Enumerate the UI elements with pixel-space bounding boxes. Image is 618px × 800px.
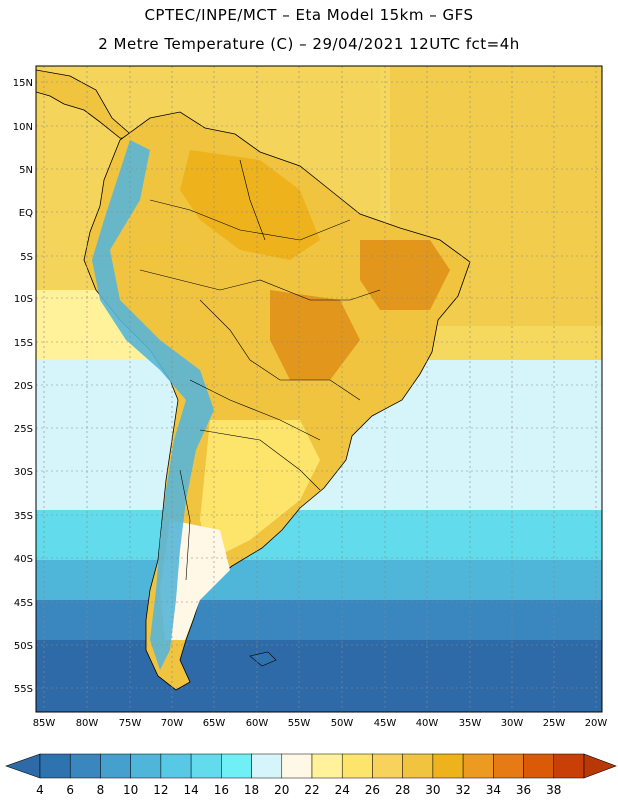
colorbar-label: 22: [304, 783, 319, 797]
colorbar-swatch: [462, 753, 494, 779]
lat-label: 5N: [19, 165, 33, 176]
colorbar-label: 6: [66, 783, 74, 797]
colorbar-label: 24: [335, 783, 350, 797]
lon-label: 85W: [33, 718, 56, 729]
lat-label: 40S: [14, 554, 33, 565]
lat-label: 5S: [20, 252, 33, 263]
colorbar-label: 20: [274, 783, 289, 797]
colorbar-swatch: [402, 753, 434, 779]
colorbar-swatch: [372, 753, 403, 779]
lat-label: 10S: [14, 294, 33, 305]
ocean-band-colder: [36, 600, 602, 640]
lat-label: 15S: [14, 338, 33, 349]
colorbar-swatch: [221, 753, 252, 779]
ocean-band-cool: [36, 510, 602, 560]
colorbar-high-arrow: [583, 753, 617, 779]
lat-label: 15N: [13, 78, 33, 89]
lon-label: 40W: [416, 718, 439, 729]
colorbar-labels: 4 6 8 10 12 14 16 18 20 22 24 26 28 30 32 34 36 38: [36, 783, 561, 797]
lon-label: 20W: [585, 718, 608, 729]
colorbar-swatch: [493, 753, 524, 779]
interior-hot-central: [270, 290, 360, 380]
colorbar-swatch: [160, 753, 192, 779]
lon-label: 25W: [543, 718, 566, 729]
lat-label: 35S: [14, 511, 33, 522]
map-subtitle: 2 Metre Temperature (C) – 29/04/2021 12U…: [98, 35, 520, 53]
south-cooler-plains: [200, 420, 320, 560]
colorbar-label: 30: [425, 783, 440, 797]
colorbar-swatch: [190, 753, 222, 779]
colorbar-swatch: [39, 753, 71, 779]
falkland-islands: [249, 651, 277, 667]
lon-label: 30W: [501, 718, 524, 729]
lat-label: EQ: [19, 208, 33, 219]
central-america: [36, 69, 140, 141]
colorbar-label: 4: [36, 783, 44, 797]
colorbar-swatch: [311, 753, 343, 779]
ocean-band-cold: [36, 560, 602, 600]
colorbar-label: 32: [455, 783, 470, 797]
lat-label: 45S: [14, 598, 33, 609]
map-title: CPTEC/INPE/MCT – Eta Model 15km – GFS: [144, 6, 474, 24]
map-frame: [35, 65, 603, 713]
colorbar-label: 34: [486, 783, 501, 797]
colorbar-swatch: [100, 753, 131, 779]
colorbar-label: 12: [153, 783, 168, 797]
colorbar-low-arrow: [5, 753, 41, 779]
colorbar-swatch: [432, 753, 464, 779]
latitude-axis: 15N 10N 5N EQ 5S 10S 15S 20S 25S 30S 35S…: [13, 78, 33, 695]
longitude-axis: 85W 80W 75W 70W 65W 60W 55W 50W 45W 40W …: [33, 718, 608, 729]
lon-label: 35W: [459, 718, 482, 729]
ocean-band-polar: [36, 640, 602, 712]
colorbar-label: 26: [365, 783, 380, 797]
lon-label: 50W: [331, 718, 354, 729]
colorbar-label: 16: [214, 783, 229, 797]
colorbar-swatch: [130, 753, 162, 779]
andes-cold-stripe: [92, 140, 214, 670]
colorbar-label: 38: [546, 783, 561, 797]
colorbar-swatch: [251, 753, 283, 779]
lon-label: 80W: [76, 718, 99, 729]
lon-label: 45W: [374, 718, 397, 729]
color-scale: 4 6 8 10 12 14 16 18 20 22 24 26 28 30 32 34 36 38: [5, 753, 617, 797]
lon-label: 75W: [119, 718, 142, 729]
colorbar-label: 14: [183, 783, 198, 797]
colorbar-swatch: [341, 753, 373, 779]
colorbar-label: 8: [97, 783, 105, 797]
lat-label: 20S: [14, 381, 33, 392]
lat-label: 55S: [14, 684, 33, 695]
lon-label: 60W: [246, 718, 269, 729]
temperature-map: 15N 10N 5N EQ 5S 10S 15S 20S 25S 30S 35S…: [13, 65, 608, 729]
interior-hot-amazon: [180, 150, 320, 260]
colorbar-swatch: [69, 753, 101, 779]
colorbar-swatches: [39, 753, 585, 779]
colorbar-label: 36: [516, 783, 531, 797]
lat-label: 25S: [14, 424, 33, 435]
country-borders: [139, 159, 381, 581]
lat-label: 10N: [13, 122, 33, 133]
colorbar-swatch: [523, 753, 555, 779]
lat-label: 50S: [14, 641, 33, 652]
lon-label: 55W: [288, 718, 311, 729]
lon-label: 70W: [161, 718, 184, 729]
colorbar-label: 28: [395, 783, 410, 797]
interior-hot-northeast: [360, 240, 450, 310]
colorbar-label: 10: [123, 783, 138, 797]
lat-label: 30S: [14, 467, 33, 478]
lat-lon-grid: [36, 66, 602, 712]
colorbar-label: 18: [244, 783, 259, 797]
colorbar-swatch: [281, 753, 313, 779]
lon-label: 65W: [203, 718, 226, 729]
colorbar-swatch: [553, 753, 585, 779]
